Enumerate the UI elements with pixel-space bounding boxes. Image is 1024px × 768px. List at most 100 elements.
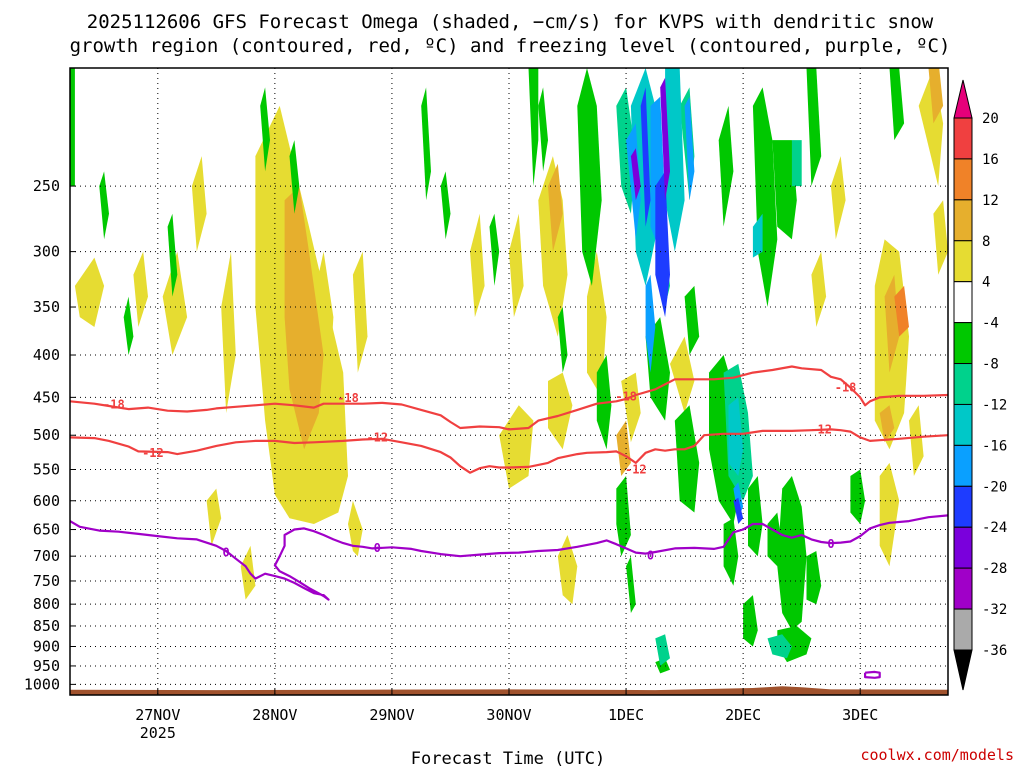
omega-region-m16-0 (626, 123, 641, 240)
omega-region-m8-5 (767, 634, 792, 659)
omega-region-m4-32 (743, 595, 758, 647)
omega-region-m4-31 (723, 518, 739, 586)
omega-region-m4-10 (528, 68, 539, 187)
omega-region-m4-4 (260, 87, 270, 172)
colorbar-label-4: 4 (982, 275, 990, 291)
y-tick-label-550: 550 (33, 460, 60, 478)
x-tick-label-30NOV: 30NOV (486, 706, 531, 724)
colorbar-label-m36: -36 (982, 643, 1007, 659)
omega-region-m4-27 (767, 512, 783, 567)
contour-lines (70, 365, 948, 679)
omega-region-m8-6 (791, 140, 802, 187)
omega-region-m4-23 (777, 476, 807, 631)
omega-region-4-9 (352, 251, 368, 373)
y-tick-label-650: 650 (33, 521, 60, 539)
omega-shading (70, 68, 948, 674)
contour-label--18-1: -18 (337, 391, 359, 405)
colorbar-band-3 (953, 240, 973, 283)
contour-label-0-0: 0 (222, 546, 229, 560)
omega-region-4-11 (470, 213, 485, 318)
omega-region-4-17 (587, 251, 607, 398)
omega-region-m4-30 (655, 658, 670, 674)
omega-region-m4-8 (489, 213, 500, 286)
omega-region-m12-1 (665, 68, 685, 252)
credit-text: coolwx.com/models (860, 746, 1014, 764)
x-tick-label-1DEC: 1DEC (608, 706, 644, 724)
x-tick-label-29NOV: 29NOV (369, 706, 414, 724)
omega-region-4-19 (670, 336, 695, 413)
x-tick-sublabel-2025: 2025 (140, 724, 176, 742)
contour-label-0-1: 0 (374, 541, 381, 555)
y-tick-label-450: 450 (33, 388, 60, 406)
y-tick-label-500: 500 (33, 426, 60, 444)
omega-region-m4-9 (538, 87, 548, 172)
omega-region-12-0 (894, 285, 909, 337)
omega-region-m4-3 (167, 213, 178, 297)
y-tick-label-850: 850 (33, 617, 60, 635)
colorbar-label-m28: -28 (982, 561, 1007, 577)
omega-region-4-6 (240, 545, 256, 600)
omega-region-m4-11 (557, 307, 568, 373)
omega-region-m4-15 (626, 556, 636, 613)
omega-region-4-0 (74, 257, 105, 327)
colorbar-band-4 (953, 281, 973, 324)
omega-region-m4-25 (806, 551, 822, 605)
omega-region-m4-18 (684, 285, 700, 355)
omega-region-4-18 (621, 372, 641, 443)
omega-region-4-3 (191, 156, 207, 252)
omega-region-m16-4 (645, 274, 656, 373)
omega-region-m24-1 (630, 148, 641, 201)
omega-region-m4-14 (616, 476, 631, 557)
colorbar-label-m20: -20 (982, 479, 1007, 495)
omega-region-8-2 (616, 420, 631, 476)
y-tick-label-300: 300 (33, 243, 60, 261)
colorbar-band-10 (953, 526, 973, 569)
omega-region-4-21 (909, 405, 924, 476)
omega-region-4-13 (499, 405, 534, 489)
x-tick-label-28NOV: 28NOV (252, 706, 297, 724)
y-tick-label-1000: 1000 (24, 675, 60, 693)
colorbar-label-m32: -32 (982, 602, 1007, 618)
omega-region-4-24 (830, 156, 846, 240)
omega-region-m4-33 (850, 469, 866, 524)
x-axis-label: Forecast Time (UTC) (411, 749, 605, 768)
y-tick-label-400: 400 (33, 346, 60, 364)
omega-region-m24-0 (660, 77, 670, 201)
y-tick-label-250: 250 (33, 177, 60, 195)
omega-region-4-5 (206, 488, 222, 546)
omega-region-m4-28 (806, 68, 822, 187)
y-tick-label-950: 950 (33, 657, 60, 675)
contour-label--12-3: -12 (810, 422, 832, 436)
colorbar-label-m16: -16 (982, 438, 1007, 454)
omega-region-m4-12 (577, 68, 602, 286)
omega-region-m4-22 (772, 140, 797, 240)
omega-region-m4-21 (752, 87, 778, 308)
omega-region-m12-3 (752, 213, 763, 258)
omega-region-4-16 (557, 535, 578, 605)
omega-region-m4-17 (674, 405, 700, 513)
omega-region-4-12 (509, 213, 524, 318)
chart-title-line2: growth region (contoured, red, ºC) and f… (70, 35, 951, 57)
colorbar-band-6 (953, 363, 973, 405)
omega-region-m4-6 (421, 87, 431, 201)
colorbar-band-5 (953, 322, 973, 365)
contour-line--18 (70, 365, 948, 431)
contour-label-0-3: 0 (827, 537, 834, 551)
omega-region-4-26 (933, 200, 948, 275)
colorbar-high-triangle (953, 79, 973, 119)
omega-region-m4-20 (718, 105, 734, 227)
contour-line-0-small (864, 670, 881, 679)
contour-label--12-0: -12 (142, 446, 164, 460)
omega-region-m16-2 (684, 96, 695, 201)
omega-region-4-23 (811, 251, 827, 327)
y-tick-label-700: 700 (33, 547, 60, 565)
colorbar-label-12: 12 (982, 193, 999, 209)
omega-region-m4-5 (289, 140, 300, 214)
contour-label-0-2: 0 (647, 549, 654, 563)
omega-region-m20-2 (733, 497, 744, 524)
contour-label--18-2: -18 (615, 390, 637, 404)
colorbar-band-9 (953, 485, 973, 528)
omega-region-4-2 (162, 251, 188, 355)
